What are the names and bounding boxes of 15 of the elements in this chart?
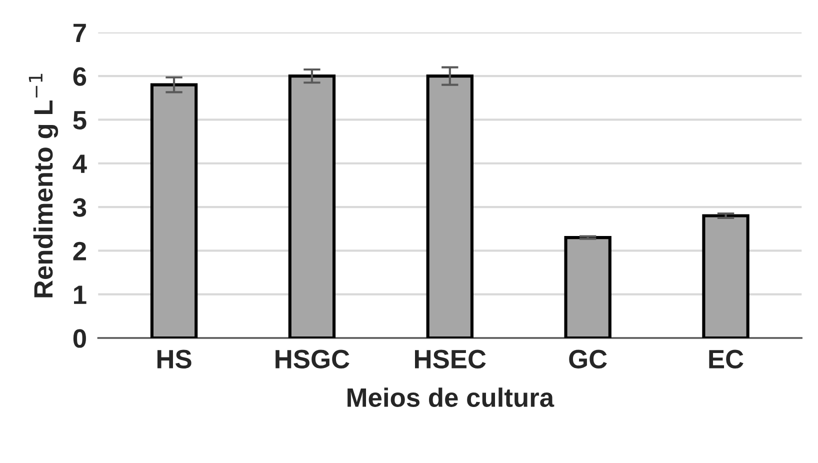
y-tick-label: 2: [73, 242, 86, 260]
y-tick-label: 7: [74, 24, 86, 42]
y-tick-label: 3: [72, 198, 86, 217]
x-tick-label: HSEC: [415, 350, 486, 368]
x-tick-label: HSGC: [276, 350, 350, 368]
y-tick-label: 0: [73, 329, 86, 348]
y-tick-label: 5: [73, 111, 86, 130]
y-tick-label: 1: [74, 286, 86, 304]
x-tick-label: GC: [569, 350, 607, 368]
y-tick-label: 4: [72, 154, 87, 173]
y-tick-label: 6: [73, 67, 86, 86]
x-tick-label: HS: [157, 350, 192, 368]
x-axis-title: Meios de cultura: [348, 388, 554, 407]
x-tick-label: EC: [709, 350, 744, 368]
y-axis-title: Rendimento g L$^{−1}$: [28, 74, 58, 298]
